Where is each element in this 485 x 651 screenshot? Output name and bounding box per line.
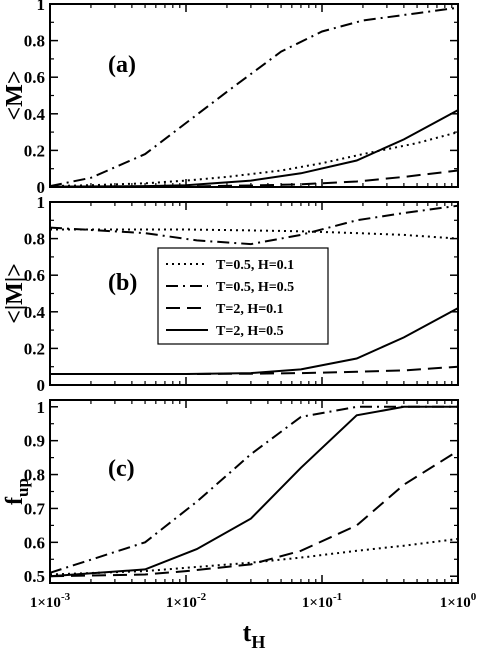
y-tick-label: 0.9 [24,432,45,451]
panel-label: (a) [108,52,136,78]
series-line-dotted [49,131,459,188]
panel-label: (b) [108,270,137,296]
series-line-solid [49,109,459,188]
y-tick-label: 0.4 [24,303,46,322]
x-tick-label: 1×100 [440,591,477,611]
y-tick-label: 0.6 [24,68,45,87]
series-line-dashdot [49,405,458,574]
y-tick-label: 0.6 [24,533,45,552]
x-tick-label: 1×10-2 [166,591,207,611]
legend-label: T=0.5, H=0.1 [216,258,294,273]
panel-1: 0 0.2 0.4 0.6 0.8 1 (a) <M> [2,0,459,197]
series-line-solid [49,405,458,578]
legend-label: T=2, H=0.5 [216,324,284,339]
x-tick-label: 1×10-1 [302,591,342,611]
panel-label: (c) [108,456,135,482]
plot-frame [49,3,459,188]
y-tick-label: 0.7 [24,499,46,518]
y-axis-label: fup [2,478,32,505]
y-tick-label: 0.8 [24,230,45,249]
y-axis-label: <|M|> [2,263,28,324]
series-line-dotted [50,228,459,240]
y-tick-label: 1 [37,193,46,212]
series-line-dashed [50,169,459,188]
series-line-dashdot [49,204,459,246]
series-line-dashed [49,449,459,578]
y-axis-label: <M> [2,70,28,120]
series-line-solid [50,307,459,375]
legend: T=0.5, H=0.1 T=0.5, H=0.5 T=2, H=0.1 T=2, H… [157,247,329,345]
y-tick-label: 0.8 [24,466,45,485]
y-tick-label: 0.4 [24,105,46,124]
y-tick-label: 1 [37,398,46,417]
y-tick-label: 0.5 [24,567,45,586]
y-tick-label: 1 [37,0,46,14]
y-tick-label: 0 [37,178,46,197]
legend-label: T=2, H=0.1 [216,302,284,317]
panel-2: 00.20.40.60.81(b)<|M|> T=0.5, H=0.1T=0.5,… [2,193,459,395]
series-line-dotted [49,537,459,576]
y-tick-label: 0.8 [24,32,45,51]
y-tick-label: 0.2 [24,141,45,160]
legend-label: T=0.5, H=0.5 [216,280,294,295]
series-line-dashdot [49,6,459,188]
y-tick-label: 0.2 [24,339,45,358]
y-tick-label: 0.6 [24,266,45,285]
x-tick-label: 1×10-3 [30,591,71,611]
legend-box [157,247,329,345]
y-tick-label: 0 [37,376,46,395]
panel-3: 0.5 0.6 0.7 0.8 0.9 1 (c) fup 1×10-3 1×10-2 1×10-1… [2,398,477,651]
x-axis-label: tH [243,618,266,651]
